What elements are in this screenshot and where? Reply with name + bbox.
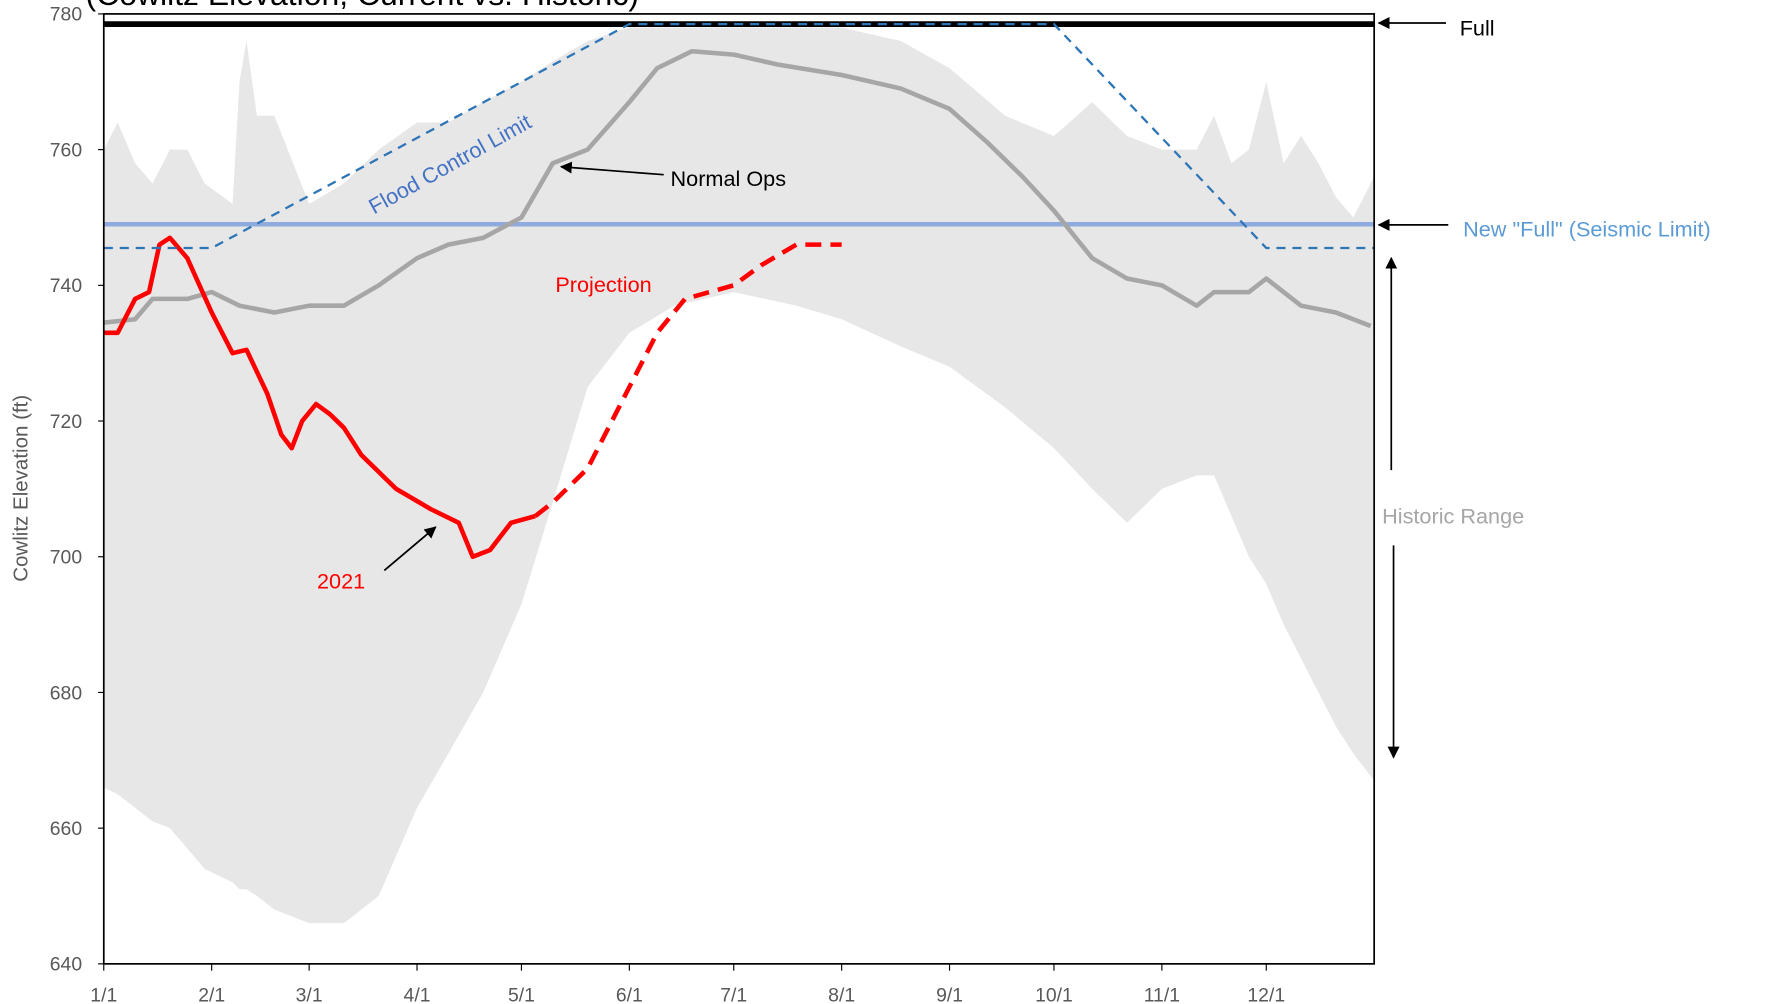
y-tick-label: 700 <box>50 547 83 569</box>
x-tick-label: 5/1 <box>508 984 535 1004</box>
x-tick-label: 6/1 <box>616 984 643 1004</box>
y-tick-label: 660 <box>50 818 83 840</box>
x-tick-label: 4/1 <box>404 984 431 1004</box>
plot-frame <box>102 13 1376 965</box>
projection-label: Projection <box>555 272 651 297</box>
historic-range-label: Historic Range <box>1382 504 1524 529</box>
x-tick-label: 11/1 <box>1144 984 1180 1004</box>
series-line <box>103 48 1372 329</box>
series-line <box>103 235 536 560</box>
y-axis-label: Cowlitz Elevation (ft) <box>9 395 32 582</box>
x-tick-label: 2/1 <box>198 984 225 1004</box>
year-2021-label: 2021 <box>317 569 365 594</box>
x-tick-label: 7/1 <box>720 984 747 1004</box>
y-tick-label: 760 <box>50 139 83 161</box>
x-tick-label: 1/1 <box>90 984 117 1004</box>
chart-title: (Cowlitz Elevation, Current vs. Historic… <box>86 0 639 12</box>
x-tick-label: 12/1 <box>1247 984 1285 1004</box>
arrow <box>559 161 664 176</box>
x-tick-label: 8/1 <box>828 984 855 1004</box>
y-tick-label: 680 <box>50 682 83 704</box>
full-label: Full <box>1460 16 1495 41</box>
new-full-label: New "Full" (Seismic Limit) <box>1463 216 1711 241</box>
series-line <box>533 242 842 518</box>
x-tick-label: 3/1 <box>296 984 323 1004</box>
x-tick-label: 10/1 <box>1035 984 1073 1004</box>
y-tick-label: 640 <box>50 954 83 976</box>
y-tick-label: 740 <box>50 275 83 297</box>
x-tick-label: 9/1 <box>936 984 963 1004</box>
arrow <box>383 526 437 572</box>
y-tick-label: 720 <box>50 411 83 433</box>
normal-ops-label: Normal Ops <box>671 166 787 191</box>
y-tick-label: 780 <box>50 4 83 26</box>
series-line <box>103 22 1375 250</box>
plot-area: 640 660 680 700 720 740 760 780 1/1 2/1 3/1 4/1 5/1 6… <box>50 4 1376 1004</box>
historic-range-band <box>103 27 1375 924</box>
